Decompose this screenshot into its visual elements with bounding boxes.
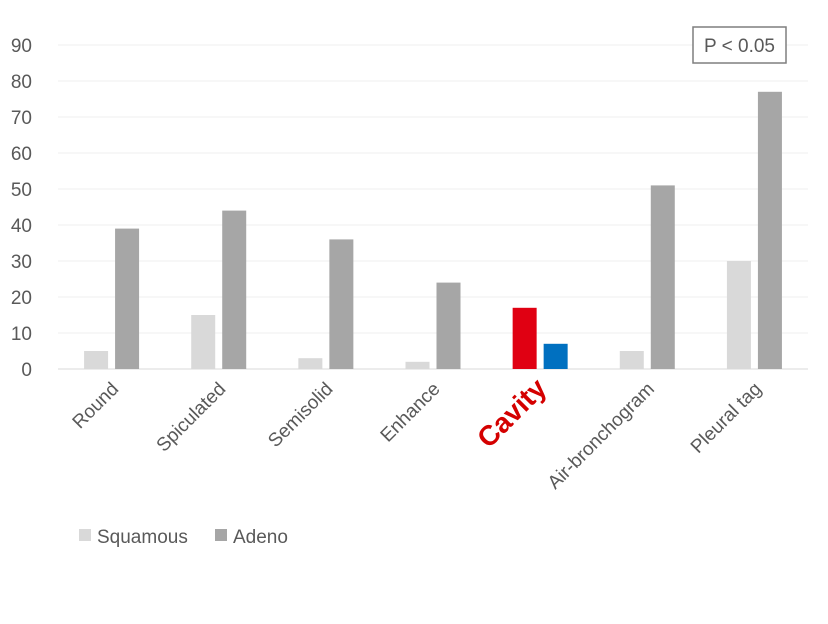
- y-tick-label: 80: [11, 72, 32, 93]
- bar-squamous-cavity: [512, 307, 537, 369]
- bars: [84, 91, 782, 370]
- legend-label-adeno: Adeno: [233, 527, 288, 548]
- y-tick-label: 50: [11, 180, 32, 201]
- x-category-label: Round: [69, 379, 123, 433]
- y-tick-label: 60: [11, 144, 32, 165]
- bar-adeno-round: [115, 228, 140, 369]
- legend: Squamous Adeno: [79, 527, 288, 548]
- x-category-label: Enhance: [377, 379, 445, 447]
- y-tick-label: 40: [11, 216, 32, 237]
- y-tick-label: 20: [11, 288, 32, 309]
- legend-label-squamous: Squamous: [97, 527, 188, 548]
- x-category-label: Spiculated: [153, 379, 231, 457]
- bar-adeno-spiculated: [222, 210, 247, 369]
- y-tick-label: 10: [11, 324, 32, 345]
- bar-squamous-semisolid: [298, 358, 323, 369]
- bar-squamous-spiculated: [191, 315, 216, 369]
- bar-squamous-round: [84, 351, 109, 369]
- bar-adeno-cavity: [543, 343, 568, 369]
- legend-swatch-adeno: [215, 529, 227, 541]
- y-tick-label: 30: [11, 252, 32, 273]
- bar-adeno-enhance: [436, 282, 461, 369]
- x-axis-labels: Round Spiculated Semisolid Enhance CavityAir…: [69, 372, 766, 494]
- annotation-box: [692, 26, 787, 64]
- bar-adeno-pleural-tag: [757, 91, 782, 370]
- x-category-label: Semisolid: [264, 379, 337, 452]
- legend-swatch-squamous: [79, 529, 91, 541]
- grid-layer: [58, 44, 808, 370]
- annotation-text: P < 0.05: [704, 36, 775, 57]
- bar-squamous-air-bronchogram: [619, 351, 644, 369]
- x-category-label: Air-bronchogram: [544, 379, 659, 494]
- y-tick-label: 0: [21, 360, 32, 381]
- y-tick-label: 70: [11, 108, 32, 129]
- bar-adeno-semisolid: [329, 239, 354, 369]
- x-category-label: Pleural tag: [687, 379, 766, 458]
- annotation: P < 0.05: [692, 26, 787, 64]
- bar-squamous-pleural-tag: [726, 261, 751, 369]
- x-category-label: Cavity: [471, 372, 553, 454]
- y-tick-label: 90: [11, 36, 32, 57]
- bar-squamous-enhance: [405, 361, 430, 369]
- y-axis-ticks: 0 10 20 30 40 50 60 70 80 90: [11, 36, 32, 381]
- bar-adeno-air-bronchogram: [650, 185, 675, 369]
